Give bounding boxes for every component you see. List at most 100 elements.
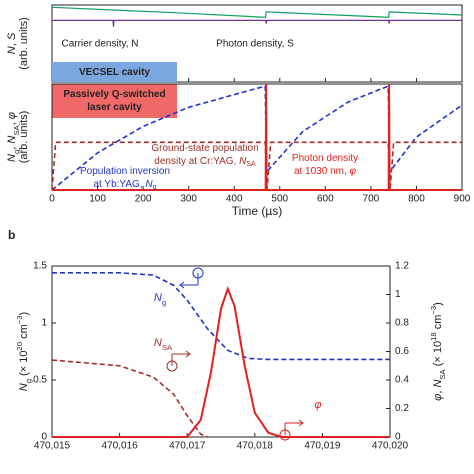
data-line bbox=[52, 272, 390, 361]
annotation: Population inversion bbox=[80, 166, 170, 177]
y-axis-title: Ng (× 1020 cm−3) bbox=[15, 312, 33, 391]
y2-axis-title-line: φ, NSA (× 1018 cm−3) bbox=[429, 302, 447, 401]
x-tick-label: 300 bbox=[180, 194, 197, 205]
cavity-label: Passively Q-switched bbox=[63, 89, 165, 100]
symbol: N bbox=[145, 179, 153, 190]
y-axis-title: N, S (arb. units) bbox=[6, 17, 30, 70]
x-tick-label: 470,016 bbox=[102, 441, 139, 452]
x-tick-label: 470,015 bbox=[34, 441, 71, 452]
x-tick-label: 0 bbox=[49, 194, 55, 205]
symbol: S bbox=[6, 32, 18, 40]
x-tick-label: 470,018 bbox=[237, 441, 274, 452]
data-line bbox=[52, 83, 462, 191]
y2-tick-label: 1 bbox=[395, 289, 401, 300]
data-line bbox=[51, 359, 208, 438]
text-part: Ground-state population bbox=[151, 143, 258, 154]
symbol: N bbox=[18, 383, 30, 391]
cavity-label: laser cavity bbox=[87, 102, 142, 113]
axis-arrow bbox=[179, 281, 198, 289]
symbol: N bbox=[154, 292, 162, 304]
y2-tick-label: 0.6 bbox=[395, 346, 409, 357]
axis-arrow bbox=[172, 350, 191, 358]
text-part: Passively Q-switched bbox=[63, 89, 165, 100]
text-part: (× 10 bbox=[432, 341, 444, 369]
y-axis-title-line: Ng, NSA, φ bbox=[6, 112, 21, 162]
symbol: φ bbox=[314, 399, 321, 411]
symbol: N bbox=[6, 154, 18, 162]
symbol: N bbox=[239, 156, 247, 167]
data-line bbox=[51, 141, 462, 191]
subscript: g bbox=[162, 298, 166, 307]
text-part: Photon density bbox=[292, 153, 358, 164]
axis-arrow bbox=[285, 419, 304, 427]
subscript: SA bbox=[438, 368, 447, 379]
x-tick-label: 500 bbox=[271, 194, 288, 205]
text-part: at Yb:YAG, bbox=[93, 179, 145, 190]
annotation: NSA bbox=[154, 337, 173, 352]
annotation: density at Cr:YAG, NSA bbox=[154, 156, 256, 169]
x-tick-label: 900 bbox=[454, 194, 471, 205]
supscript: −3 bbox=[15, 315, 24, 324]
y-tick-label: 1 bbox=[41, 318, 47, 329]
y-tick-label: 0 bbox=[41, 432, 47, 443]
cavity-box bbox=[52, 62, 177, 82]
x-tick-label: 600 bbox=[317, 194, 334, 205]
y-axis-title: Ng, NSA, φ (arb. units) bbox=[6, 111, 30, 164]
data-line bbox=[52, 285, 390, 438]
annotation: φ bbox=[314, 399, 321, 411]
text-part: , bbox=[432, 388, 444, 394]
series-label: Carrier density, N bbox=[61, 39, 138, 50]
annotation: Ground-state population bbox=[151, 143, 258, 154]
y2-tick-label: 0.8 bbox=[395, 318, 409, 329]
symbol: N bbox=[154, 337, 162, 349]
y-axis-title-line: (arb. units) bbox=[18, 17, 30, 70]
text-part: cm bbox=[432, 315, 444, 333]
annotation: at 1030 nm, φ bbox=[294, 166, 357, 177]
x-tick-label: 470,017 bbox=[169, 441, 206, 452]
text-part: density at Cr:YAG, bbox=[154, 156, 239, 167]
x-tick-label: 470,020 bbox=[372, 441, 409, 452]
annotation: Ng bbox=[154, 292, 166, 307]
y2-tick-label: 0 bbox=[395, 432, 401, 443]
x-tick-label: 470,019 bbox=[304, 441, 341, 452]
x-tick-label: 100 bbox=[89, 194, 106, 205]
cavity-box bbox=[52, 84, 177, 118]
subscript: g bbox=[12, 150, 21, 154]
subscript: g bbox=[24, 379, 33, 383]
x-tick-label: 400 bbox=[226, 194, 243, 205]
data-line bbox=[51, 6, 463, 18]
subscript: SA bbox=[246, 161, 256, 168]
text-part: (× 10 bbox=[18, 351, 30, 379]
text-part: , bbox=[6, 119, 18, 125]
x-tick-label: 700 bbox=[363, 194, 380, 205]
data-line bbox=[52, 19, 462, 27]
y2-tick-label: 1.2 bbox=[395, 261, 409, 272]
text-part: , bbox=[6, 40, 18, 46]
y2-tick-label: 0.2 bbox=[395, 403, 409, 414]
cavity-label: VECSEL cavity bbox=[79, 67, 150, 78]
plot-frame bbox=[51, 4, 463, 83]
supscript: 20 bbox=[15, 342, 24, 351]
symbol: N bbox=[432, 380, 444, 388]
symbol: φ bbox=[350, 166, 357, 177]
y-axis-title-line: Ng (× 1020 cm−3) bbox=[15, 312, 33, 391]
supscript: 18 bbox=[429, 332, 438, 341]
text-part: , bbox=[6, 144, 18, 150]
text-part: laser cavity bbox=[87, 102, 142, 113]
text-part: ) bbox=[18, 312, 30, 316]
y-tick-label: 1.5 bbox=[33, 261, 47, 272]
series-label: Photon density, S bbox=[216, 39, 294, 50]
symbol: N bbox=[6, 46, 18, 54]
text-part: ) bbox=[432, 302, 444, 306]
annotation: at Yb:YAG, Ng bbox=[93, 179, 156, 192]
text-part: cm bbox=[18, 324, 30, 342]
text-part: VECSEL cavity bbox=[79, 67, 150, 78]
y-axis-title-line: (arb. units) bbox=[18, 111, 30, 164]
supscript: −3 bbox=[429, 306, 438, 315]
x-tick-label: 200 bbox=[135, 194, 152, 205]
subscript: SA bbox=[162, 343, 173, 352]
symbol: φ bbox=[432, 394, 444, 401]
symbol: N bbox=[6, 136, 18, 144]
text-part: (arb. units) bbox=[18, 111, 30, 164]
